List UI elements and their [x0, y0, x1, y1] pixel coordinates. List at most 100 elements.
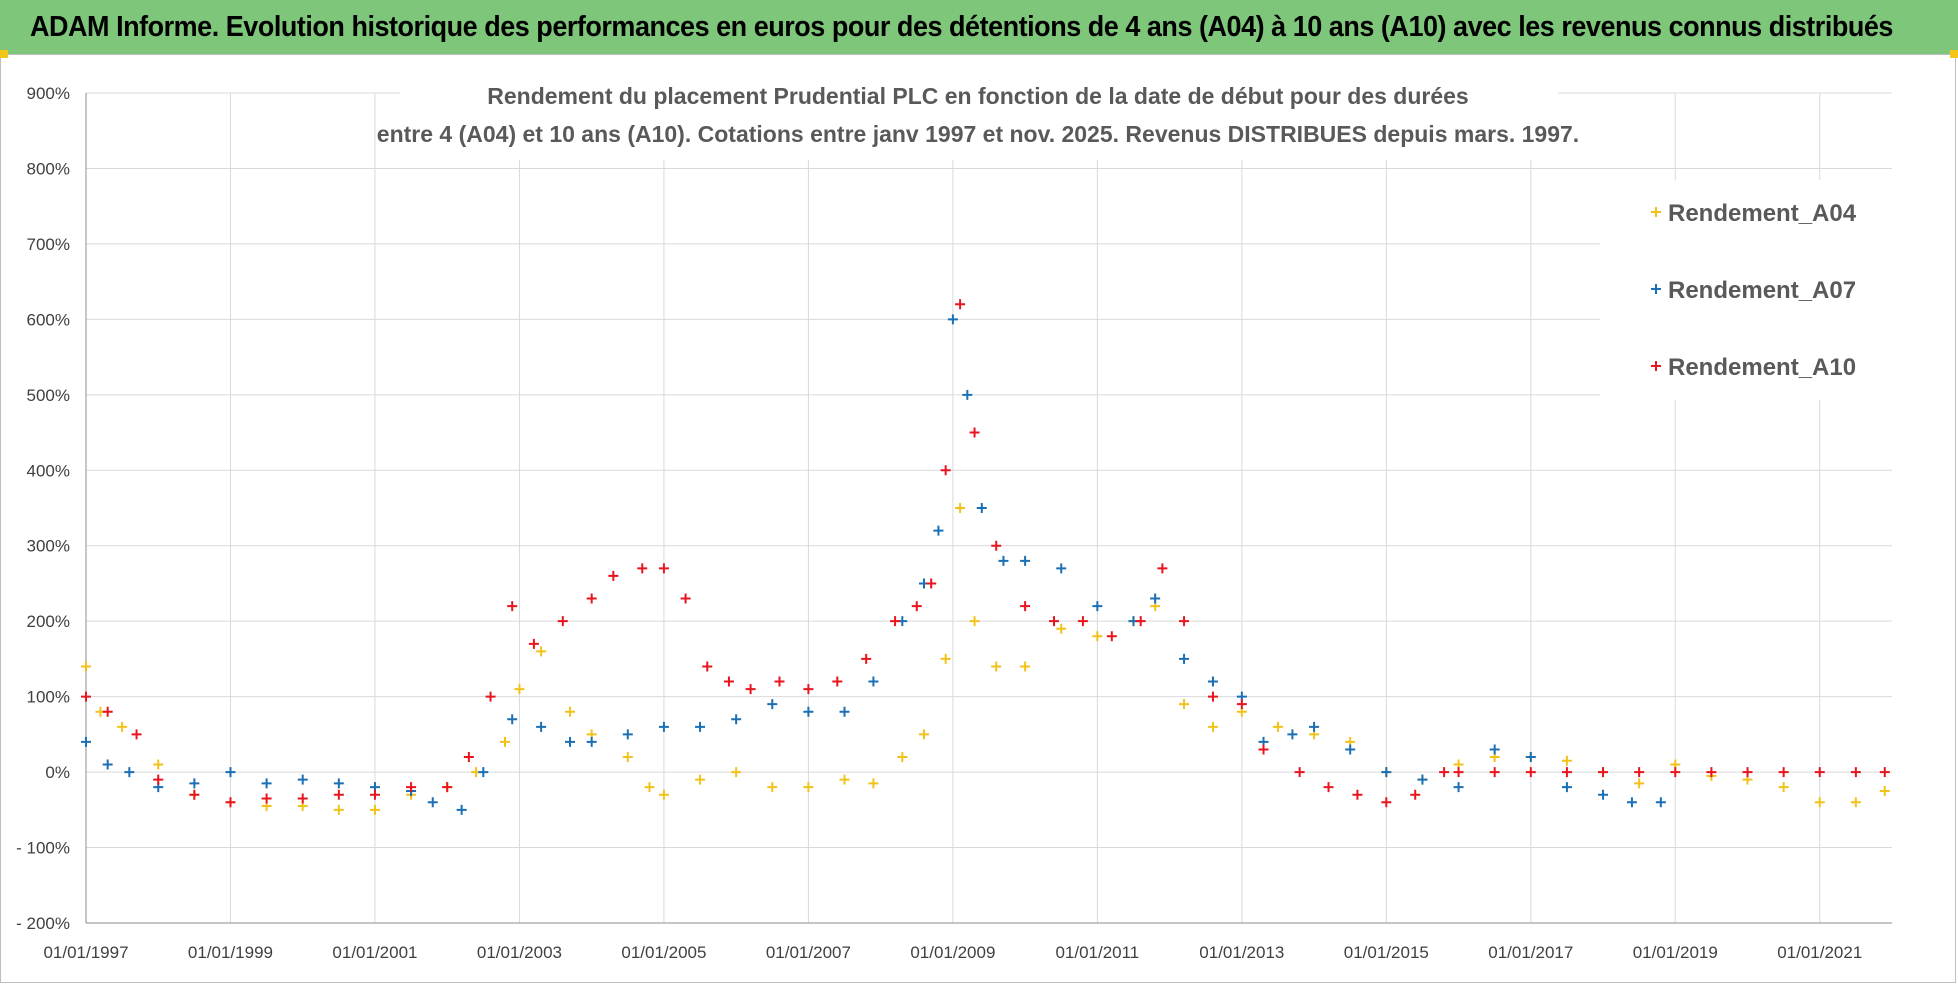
point-rendement_a07	[297, 774, 308, 785]
point-rendement_a07	[1525, 752, 1536, 762]
point-rendement_a10	[153, 774, 164, 785]
point-rendement_a07	[868, 676, 879, 687]
point-rendement_a10	[1207, 691, 1218, 702]
point-rendement_a04	[803, 782, 814, 793]
legend-marker-rendement_a04	[1651, 207, 1661, 217]
point-rendement_a10	[225, 797, 236, 808]
point-rendement_a07	[478, 767, 489, 778]
point-rendement_a07	[333, 778, 344, 789]
point-rendement_a10	[658, 563, 669, 574]
data-points	[81, 299, 1890, 815]
point-rendement_a04	[565, 706, 576, 717]
point-rendement_a10	[1670, 767, 1681, 778]
point-rendement_a10	[702, 661, 713, 672]
point-rendement_a10	[911, 601, 922, 612]
point-rendement_a10	[991, 540, 1002, 551]
point-rendement_a07	[767, 699, 778, 710]
point-rendement_a10	[1049, 616, 1060, 627]
point-rendement_a07	[102, 759, 113, 770]
point-rendement_a10	[608, 570, 619, 581]
point-rendement_a04	[499, 736, 510, 747]
point-rendement_a04	[839, 774, 850, 785]
point-rendement_a10	[485, 691, 496, 702]
point-rendement_a10	[1850, 767, 1861, 778]
point-rendement_a04	[622, 752, 633, 762]
point-rendement_a10	[369, 789, 380, 800]
point-rendement_a10	[1157, 563, 1168, 574]
legend-label-rendement_a04: Rendement_A04	[1668, 200, 1857, 227]
point-rendement_a07	[1092, 601, 1103, 612]
y-tick-label: 800%	[27, 159, 70, 178]
point-rendement_a10	[1778, 767, 1789, 778]
point-rendement_a10	[1020, 601, 1031, 612]
y-tick-label: - 100%	[16, 839, 70, 858]
point-rendement_a07	[456, 804, 467, 815]
point-rendement_a04	[117, 721, 128, 732]
point-rendement_a10	[926, 578, 937, 589]
point-rendement_a10	[1106, 631, 1117, 642]
point-rendement_a10	[1179, 616, 1190, 627]
point-rendement_a07	[1489, 744, 1500, 755]
point-rendement_a07	[976, 503, 987, 513]
point-rendement_a10	[940, 465, 951, 476]
point-rendement_a07	[947, 314, 958, 325]
point-rendement_a07	[1020, 555, 1031, 566]
point-rendement_a10	[774, 676, 785, 687]
point-rendement_a07	[261, 778, 272, 789]
series-Rendement_A04	[81, 503, 1890, 815]
point-rendement_a04	[644, 782, 655, 793]
x-tick-label: 01/01/2001	[332, 943, 417, 962]
point-rendement_a04	[991, 661, 1002, 672]
point-rendement_a10	[1634, 767, 1645, 778]
y-tick-label: 900%	[27, 84, 70, 103]
point-rendement_a10	[680, 593, 691, 604]
point-rendement_a04	[1561, 755, 1572, 766]
point-rendement_a10	[1706, 767, 1717, 778]
chart-title-line2: entre 4 (A04) et 10 ans (A10). Cotations…	[377, 121, 1579, 147]
point-rendement_a04	[955, 503, 966, 513]
point-rendement_a07	[536, 721, 547, 732]
point-rendement_a10	[1077, 616, 1088, 627]
point-rendement_a04	[1879, 785, 1890, 796]
point-rendement_a07	[622, 729, 633, 740]
point-rendement_a04	[658, 789, 669, 800]
y-tick-label: 500%	[27, 386, 70, 405]
point-rendement_a10	[189, 789, 200, 800]
point-rendement_a10	[1258, 744, 1269, 755]
legend-marker-rendement_a07	[1651, 284, 1661, 294]
point-rendement_a10	[586, 593, 597, 604]
point-rendement_a07	[1179, 653, 1190, 664]
x-tick-label: 01/01/2019	[1633, 943, 1718, 962]
point-rendement_a04	[1778, 782, 1789, 793]
point-rendement_a04	[1020, 661, 1031, 672]
point-rendement_a04	[1092, 631, 1103, 642]
point-rendement_a10	[1381, 797, 1392, 808]
point-rendement_a10	[1598, 767, 1609, 778]
point-rendement_a10	[832, 676, 843, 687]
point-rendement_a10	[1879, 767, 1890, 778]
point-rendement_a07	[124, 767, 135, 778]
point-rendement_a04	[153, 759, 164, 770]
y-axis-ticks: 900% 800% 700% 600% 500% 400% 300% 200% 100% 0% - …	[16, 84, 70, 933]
point-rendement_a04	[1814, 797, 1825, 808]
y-tick-label: 300%	[27, 537, 70, 556]
y-tick-label: 100%	[27, 688, 70, 707]
point-rendement_a10	[803, 684, 814, 695]
point-rendement_a10	[557, 616, 568, 627]
legend-background	[1600, 180, 1900, 400]
point-rendement_a07	[1207, 676, 1218, 687]
point-rendement_a04	[695, 774, 706, 785]
series-Rendement_A10	[81, 299, 1890, 808]
legend-marker-rendement_a10	[1651, 361, 1661, 371]
point-rendement_a07	[803, 706, 814, 717]
point-rendement_a10	[1352, 789, 1363, 800]
point-rendement_a07	[1453, 782, 1464, 793]
point-rendement_a07	[658, 721, 669, 732]
point-rendement_a07	[731, 714, 742, 725]
point-rendement_a07	[189, 778, 200, 789]
point-rendement_a10	[333, 789, 344, 800]
point-rendement_a04	[1056, 623, 1067, 634]
point-rendement_a10	[1439, 767, 1450, 778]
point-rendement_a10	[1742, 767, 1753, 778]
banner-title: ADAM Informe. Evolution historique des p…	[30, 10, 1893, 43]
